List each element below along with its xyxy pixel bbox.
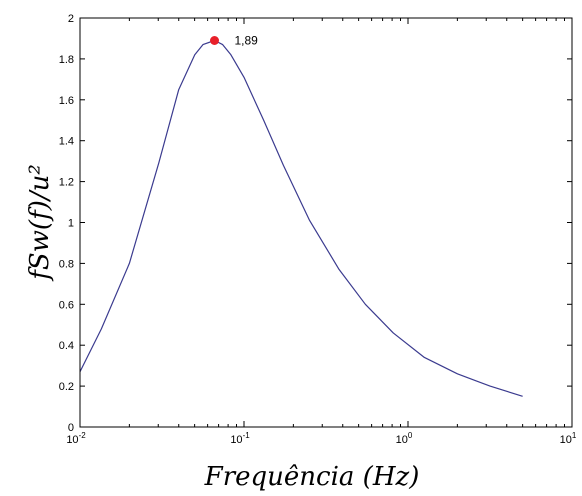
y-tick-label: 1 xyxy=(68,218,74,230)
y-tick-label: 0.2 xyxy=(59,381,74,393)
y-tick-label: 2 xyxy=(68,13,74,25)
series-line-0 xyxy=(79,39,523,397)
x-tick-label: 10-2 xyxy=(66,431,86,446)
y-tick-label: 1.2 xyxy=(59,177,74,189)
x-tick-label: 10-1 xyxy=(230,431,250,446)
plot-frame xyxy=(79,17,573,428)
x-tick-label: 100 xyxy=(396,431,413,446)
peak-marker xyxy=(210,35,220,45)
y-tick-label: 1.4 xyxy=(59,136,74,148)
x-tick-label: 101 xyxy=(560,431,577,446)
y-tick-label: 0.8 xyxy=(59,258,74,270)
y-tick-label: 1.8 xyxy=(59,54,74,66)
y-tick-label: 0 xyxy=(68,422,74,434)
y-axis-label: fSw(f)/u² xyxy=(25,164,55,282)
peak-label: 1,89 xyxy=(235,33,259,47)
plot-area xyxy=(80,18,572,427)
y-tick-label: 0.6 xyxy=(59,299,74,311)
y-tick-label: 1.6 xyxy=(59,95,74,107)
y-tick-label: 0.4 xyxy=(59,340,74,352)
x-axis-label: Frequência (Hz) xyxy=(204,462,420,492)
